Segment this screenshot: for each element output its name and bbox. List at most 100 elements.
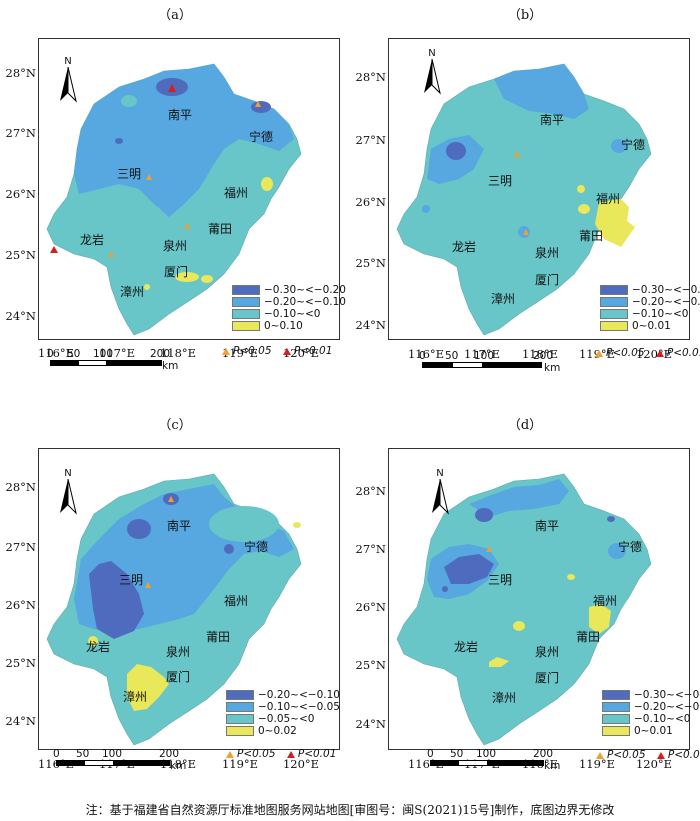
north-label: N <box>428 48 436 59</box>
mid-region <box>494 64 589 119</box>
lat-tick: 25°N <box>355 658 386 672</box>
scale-tick: 200 <box>533 350 554 362</box>
map-frame <box>38 38 340 340</box>
lon-tick: 117°E <box>463 347 501 361</box>
dark-patch <box>607 516 615 522</box>
legend-label: −0.10~<0 <box>632 308 689 320</box>
lat-tick: 28°N <box>5 480 36 494</box>
p05-label: P<0.05 <box>607 749 646 761</box>
scale-tick: 50 <box>67 348 81 360</box>
yellow-patch <box>88 636 98 646</box>
map-frame <box>388 448 690 750</box>
legend-label: 0~0.02 <box>258 725 297 737</box>
triangle-red-marker <box>50 246 58 253</box>
city-label: 三明 <box>117 167 142 181</box>
scale-bar: 0 50 100 200 km <box>47 348 178 372</box>
lon-tick: 119°E <box>221 346 259 360</box>
north-arrow: N <box>58 56 78 107</box>
triangle-orange-marker <box>486 546 492 552</box>
map-panel-c: （c） 28°N 27°N 26°N 25°N 24°N 116°E 117°E… <box>0 410 350 810</box>
yellow-patch <box>293 522 301 528</box>
p05-label: P<0.05 <box>233 345 272 357</box>
panel-label: （c） <box>158 418 192 433</box>
scale-tick: 0 <box>53 748 60 760</box>
scale-tick: 100 <box>476 748 497 760</box>
legend-label: −0.30~<−0.20 <box>634 689 700 701</box>
map-panel-a: （a） 28°N 27°N 26°N 25°N 24°N 116°E 117°E… <box>0 0 350 400</box>
dark-patch <box>115 138 123 144</box>
city-label: 龙岩 <box>80 233 105 247</box>
city-label: 宁德 <box>249 130 274 144</box>
p01-label: P<0.01 <box>297 748 337 760</box>
province-base <box>396 473 652 746</box>
legend-label: −0.20~<−0.10 <box>258 689 340 701</box>
light-patch <box>209 506 279 542</box>
dark-patch <box>89 561 144 639</box>
dark-patch <box>224 544 234 554</box>
scale-unit: km <box>544 760 561 772</box>
triangle-orange-marker <box>514 151 520 157</box>
north-arrow-icon <box>424 58 441 95</box>
lat-tick: 26°N <box>355 600 386 614</box>
dark-patch <box>444 554 494 584</box>
scale-tick: 200 <box>533 748 554 760</box>
scale-tick: 100 <box>93 348 114 360</box>
triangle-orange-marker <box>146 174 152 180</box>
legend-label: −0.30~<−0.20 <box>632 284 700 296</box>
triangle-orange-marker <box>523 229 529 235</box>
scale-tick: 100 <box>102 748 123 760</box>
p01-label: P<0.01 <box>667 749 700 761</box>
yellow-patch <box>567 574 575 580</box>
map-canvas <box>396 63 652 336</box>
city-label: 龙岩 <box>454 640 479 654</box>
legend-label: −0.30~<−0.20 <box>264 284 346 296</box>
scale-unit: km <box>170 760 187 772</box>
yellow-patch <box>578 204 590 214</box>
p05-label: P<0.05 <box>237 748 276 760</box>
north-arrow: N <box>422 48 442 99</box>
scale-bar: 0 50 100 200 km <box>419 350 560 374</box>
legend: −0.20~<−0.10 −0.10~<−0.05 −0.05~<0 0~0.0… <box>226 689 340 737</box>
city-label: 厦门 <box>535 273 560 287</box>
scale-tick: 200 <box>159 748 180 760</box>
dark-patch <box>442 586 448 592</box>
panel-label: （d） <box>507 418 543 433</box>
lat-tick: 25°N <box>5 248 36 262</box>
lat-tick: 26°N <box>5 598 36 612</box>
city-label: 厦门 <box>535 671 560 685</box>
city-label: 龙岩 <box>86 640 111 654</box>
yellow-patch <box>595 199 635 247</box>
figure-note: 注：基于福建省自然资源厅标准地图服务网站地图[审图号：闽S(2021)15号]制… <box>85 803 615 817</box>
lat-tick: 27°N <box>355 542 386 556</box>
dark-patch <box>475 508 493 522</box>
city-label: 莆田 <box>206 630 231 644</box>
lat-tick: 27°N <box>355 133 386 147</box>
legend: −0.30~<−0.20 −0.20~<−0.10 −0.10~<0 0~0.0… <box>600 284 700 332</box>
map-canvas <box>46 473 302 746</box>
map-canvas <box>396 473 652 746</box>
mid-patch <box>518 226 530 238</box>
significance-legend: P<0.05 P<0.01 <box>595 347 700 359</box>
significance-legend: P<0.05 P<0.01 <box>596 749 700 761</box>
city-label: 漳州 <box>123 690 148 704</box>
significance-legend: P<0.05 P<0.01 <box>226 748 336 760</box>
map-panel-b: （b） 28°N 27°N 26°N 25°N 24°N 116°E 117°E… <box>350 0 700 400</box>
lon-tick: 119°E <box>578 757 616 771</box>
p05-label: P<0.05 <box>606 347 645 359</box>
north-label: N <box>436 468 444 479</box>
north-arrow: N <box>430 468 450 519</box>
lon-tick: 117°E <box>98 346 136 360</box>
city-label: 泉州 <box>163 239 188 253</box>
city-label: 厦门 <box>166 670 191 684</box>
city-label: 莆田 <box>208 222 233 236</box>
triangle-red-marker <box>168 84 176 92</box>
legend: −0.30~<−0.20 −0.20~<−0.10 −0.10~<0 0~0.1… <box>232 284 346 332</box>
lat-tick: 25°N <box>5 656 36 670</box>
yellow-patch <box>513 621 525 631</box>
panel-label: （a） <box>158 8 192 23</box>
legend: −0.30~<−0.20 −0.20~<−0.10 −0.10~<0 0~0.0… <box>602 689 700 737</box>
lat-tick: 24°N <box>5 714 36 728</box>
scale-tick: 50 <box>76 748 90 760</box>
triangle-orange-marker <box>184 223 190 229</box>
map-canvas <box>46 63 302 336</box>
